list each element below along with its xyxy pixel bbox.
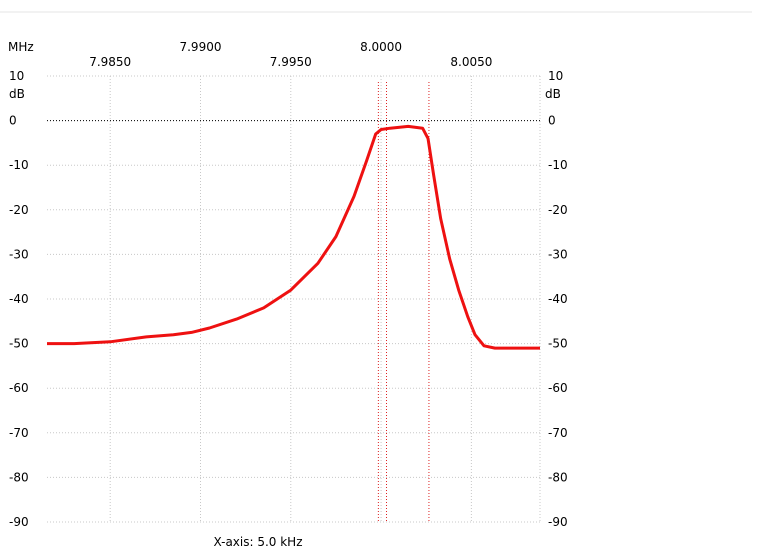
spectrum-trace	[47, 124, 540, 350]
y-tick-label-right: -80	[548, 470, 568, 484]
y-tick-label-left: -70	[9, 426, 29, 440]
y-tick-label-left: 10	[9, 69, 24, 83]
y-tick-label-right: 10	[548, 69, 563, 83]
y-tick-label-left: -30	[9, 247, 29, 261]
y-tick-label-right: -50	[548, 337, 568, 351]
x-tick-label-lower: 8.0050	[450, 55, 492, 69]
y-tick-label-right: -10	[548, 158, 568, 172]
y-tick-label-right: 0	[548, 114, 556, 128]
grid	[47, 75, 541, 523]
y-tick-label-right: -90	[548, 515, 568, 529]
y-tick-label-left: -50	[9, 337, 29, 351]
y-tick-label-left: -60	[9, 381, 29, 395]
y-tick-label-left: -40	[9, 292, 29, 306]
x-tick-labels: 7.9900 8.0000 7.9850 7.9950 8.0050	[89, 40, 492, 69]
x-axis-footer: X-axis: 5.0 kHz	[213, 535, 302, 549]
y-tick-label-left: 0	[9, 114, 17, 128]
y-tick-label-left: -80	[9, 470, 29, 484]
x-tick-label-lower: 7.9850	[89, 55, 131, 69]
x-tick-label-upper: 8.0000	[360, 40, 402, 54]
y-tick-label-right: -30	[548, 247, 568, 261]
y-tick-label-right: -20	[548, 203, 568, 217]
y-tick-labels: 10 10 0 0 -10 -10 -20 -20 -30 -30 -40 -40 -50 -50 -60 -…	[9, 69, 568, 529]
y-tick-label-right: -70	[548, 426, 568, 440]
x-unit-label: MHz	[8, 40, 34, 54]
y-unit-right-label: dB	[545, 87, 561, 101]
y-tick-label-left: -10	[9, 158, 29, 172]
y-tick-label-right: -40	[548, 292, 568, 306]
x-tick-label-upper: 7.9900	[179, 40, 221, 54]
y-tick-label-left: -90	[9, 515, 29, 529]
x-tick-label-lower: 7.9950	[270, 55, 312, 69]
marker-lines	[377, 82, 430, 522]
y-tick-label-left: -20	[9, 203, 29, 217]
y-tick-label-right: -60	[548, 381, 568, 395]
y-unit-left-label: dB	[9, 87, 25, 101]
